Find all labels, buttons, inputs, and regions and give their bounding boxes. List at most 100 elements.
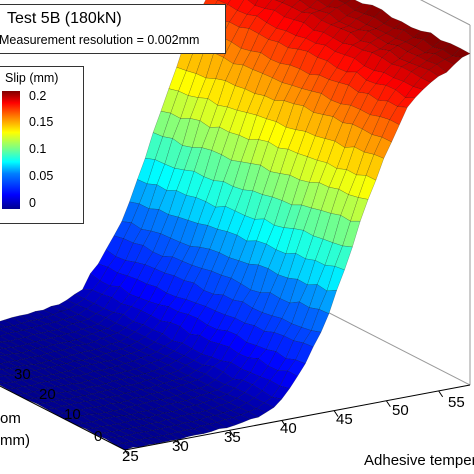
surface-facet: [70, 314, 89, 323]
surface-facet: [219, 231, 238, 258]
surface-facet: [322, 99, 342, 117]
colorbar-tick: 0.05: [29, 169, 54, 183]
surface-facet: [19, 313, 38, 322]
surface-facet: [228, 397, 248, 408]
surface-facet: [252, 376, 271, 392]
surface-facet: [132, 418, 152, 426]
x-tick-label: 50: [392, 402, 409, 419]
surface-facet: [326, 51, 346, 69]
surface-facet: [46, 379, 66, 387]
surface-facet: [237, 0, 256, 15]
colorbar-tick: 0.1: [29, 142, 47, 156]
surface-facet: [142, 362, 162, 372]
surface-facet: [256, 330, 275, 350]
y-axis-line: [0, 385, 126, 451]
surface-facet: [207, 206, 226, 230]
x-tick-mark: [333, 410, 339, 417]
surface-facet: [216, 384, 236, 395]
surface-facet: [169, 431, 189, 440]
surface-facet: [32, 362, 52, 369]
surface-facet: [78, 308, 97, 320]
colorbar-legend: Slip (mm) 0.2 0.15 0.1 0.05 0: [0, 66, 84, 224]
surface-facet: [116, 363, 136, 372]
surface-facet: [0, 379, 7, 384]
surface-facet: [140, 417, 160, 424]
y-tick-label: 10: [64, 406, 81, 423]
colorbar-tick: 0: [29, 196, 36, 210]
surface-facet: [393, 66, 412, 82]
plot-box-edge: [420, 0, 471, 26]
surface-facet: [154, 375, 173, 384]
surface-facet: [225, 186, 244, 212]
surface-facet: [263, 396, 283, 408]
surface-facet: [224, 299, 244, 319]
surface-facet: [77, 401, 97, 409]
surface-facet: [0, 340, 3, 343]
surface-facet: [317, 138, 336, 164]
surface-facet: [352, 109, 371, 130]
surface-facet: [273, 318, 292, 337]
surface-facet: [185, 428, 205, 436]
surface-facet: [148, 351, 167, 361]
surface-facet: [326, 266, 345, 292]
surface-facet: [158, 292, 177, 307]
surface-facet: [0, 346, 5, 350]
surface-facet: [193, 425, 212, 434]
surface-facet: [224, 417, 244, 426]
x-tick-label: 35: [224, 429, 241, 446]
x-axis-line: [124, 384, 471, 451]
surface-facet: [0, 368, 3, 371]
surface-facet: [121, 293, 140, 307]
surface-facet: [226, 317, 246, 336]
surface-facet: [246, 218, 265, 242]
surface-facet: [352, 40, 371, 51]
surface-facet: [305, 235, 324, 261]
x-axis-label: Adhesive temper: [364, 452, 474, 469]
surface-facet: [0, 326, 17, 334]
surface-facet: [52, 342, 72, 351]
chart-title: Test 5B (180kN): [7, 10, 122, 27]
x-tick-mark: [229, 430, 234, 437]
surface-facet: [146, 341, 165, 353]
surface-facet: [171, 378, 191, 386]
surface-facet: [0, 369, 13, 377]
surface-facet: [191, 419, 210, 427]
surface-facet: [116, 392, 136, 402]
surface-facet: [99, 266, 118, 287]
surface-facet: [152, 368, 171, 377]
x-tick-label: 40: [280, 420, 297, 437]
surface-facet: [373, 136, 392, 159]
surface-facet: [404, 86, 424, 99]
surface-facet: [166, 167, 185, 191]
surface-facet: [287, 359, 306, 377]
surface-facet: [193, 394, 212, 403]
surface-facet: [330, 188, 349, 216]
surface-facet: [285, 228, 304, 254]
surface-facet: [69, 375, 89, 384]
colorbar-tick: 0.2: [29, 89, 47, 103]
surface-facet: [218, 330, 238, 348]
surface-facet: [172, 118, 191, 146]
surface-facet: [340, 194, 359, 222]
colorbar-gradient: [2, 91, 20, 209]
surface-facet: [50, 335, 70, 344]
surface-facet: [215, 57, 234, 81]
title-box: Test 5B (180kN) Measurement resolution =…: [0, 4, 226, 54]
surface-facet: [0, 375, 15, 384]
surface-facet: [128, 432, 148, 441]
surface-facet: [142, 423, 161, 431]
surface-facet: [144, 370, 164, 379]
surface-facet: [377, 85, 396, 102]
x-tick-label: 45: [336, 411, 353, 428]
surface-facet: [428, 64, 447, 77]
colorbar-label: Slip (mm): [5, 71, 59, 85]
surface-facet: [85, 428, 105, 435]
surface-facet: [252, 164, 271, 195]
surface-facet: [164, 340, 183, 352]
surface-facet: [293, 204, 312, 231]
surface-facet: [48, 358, 68, 366]
surface-facet: [281, 301, 300, 324]
surface-facet: [307, 260, 326, 286]
surface-facet: [103, 343, 123, 352]
surface-facet: [187, 302, 207, 319]
